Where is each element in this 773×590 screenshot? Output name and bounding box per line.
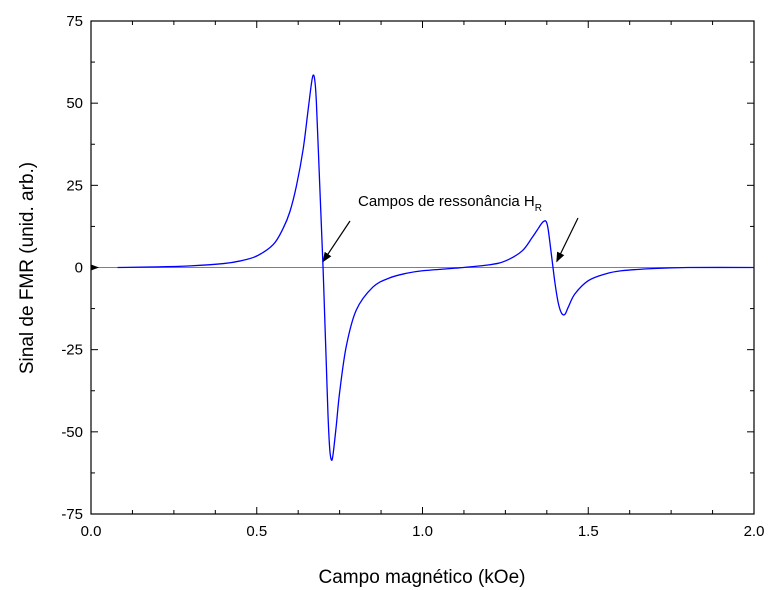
annotation-arrow (322, 220, 351, 263)
annotation-label: Campos de ressonância HR (358, 193, 542, 214)
x-tick-label: 1.5 (578, 523, 599, 540)
y-tick-label: -75 (61, 506, 83, 523)
y-tick-label: 25 (66, 177, 83, 194)
y-tick-label: -50 (61, 424, 83, 441)
x-tick-label: 0.5 (246, 523, 267, 540)
y-tick-label: 0 (75, 260, 83, 277)
annotation-label-subscript: R (535, 203, 542, 214)
fmr-series-line (117, 74, 755, 461)
y-axis-title: Sinal de FMR (unid. arb.) (17, 162, 38, 374)
annotation-arrow (556, 217, 579, 263)
x-tick-label: 0.0 (81, 523, 102, 540)
y-tick-label: -25 (61, 342, 83, 359)
x-axis-title: Campo magnético (kOe) (319, 567, 526, 588)
annotation-label-text: Campos de ressonância H (358, 193, 535, 210)
x-tick-label: 1.0 (412, 523, 433, 540)
y-tick-label: 75 (66, 13, 83, 30)
y-tick-label: 50 (66, 95, 83, 112)
x-tick-label: 2.0 (744, 523, 765, 540)
